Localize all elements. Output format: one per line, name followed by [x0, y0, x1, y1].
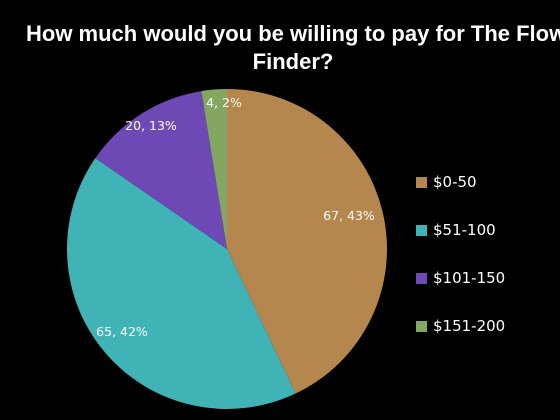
- data-label-101-150: 20, 13%: [125, 118, 177, 133]
- legend-swatch: [416, 320, 427, 332]
- legend-item-51-100: $51-100: [416, 218, 505, 242]
- pie-slices: [66, 89, 387, 409]
- pie-slice-0-50: [227, 89, 387, 394]
- pie-slice-151-200: [201, 89, 227, 249]
- legend-label: $51-100: [433, 221, 496, 239]
- legend-label: $101-150: [433, 269, 506, 287]
- chart-title-line-1: How much would you be willing to pay for…: [26, 21, 560, 46]
- legend-item-101-150: $101-150: [416, 266, 505, 290]
- data-label-51-100: 65, 42%: [96, 324, 148, 339]
- legend-label: $151-200: [433, 317, 506, 335]
- pie-slice-101-150: [95, 91, 227, 249]
- data-label-0-50: 67, 43%: [323, 208, 375, 223]
- pie-data-labels: 67, 43% 65, 42% 20, 13% 4, 2%: [96, 95, 375, 339]
- legend-label: $0-50: [433, 173, 477, 191]
- chart-title-line-2: Finder?: [252, 49, 334, 74]
- legend-swatch: [416, 272, 427, 284]
- legend-swatch: [416, 176, 427, 188]
- data-label-151-200: 4, 2%: [206, 95, 242, 110]
- legend-item-151-200: $151-200: [416, 314, 505, 338]
- legend: $0-50 $51-100 $101-150 $151-200: [416, 170, 505, 362]
- legend-swatch: [416, 224, 427, 236]
- legend-item-0-50: $0-50: [416, 170, 505, 194]
- chart-title: How much would you be willing to pay for…: [26, 20, 560, 76]
- pie-slice-51-100: [66, 158, 296, 409]
